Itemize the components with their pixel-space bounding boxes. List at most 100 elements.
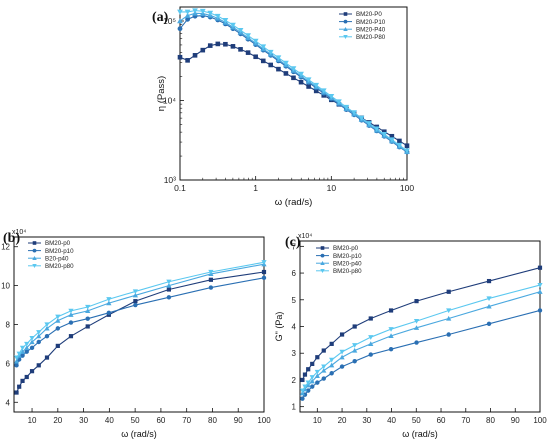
y-tick-label-c: 2 — [292, 376, 297, 385]
x-tick-label-a: 1 — [253, 183, 258, 193]
data-point — [29, 369, 35, 374]
plot-frame-a — [179, 6, 408, 181]
data-point — [305, 388, 311, 393]
panel-label-a: (a) — [152, 10, 169, 25]
series-line — [16, 263, 265, 362]
data-point — [290, 66, 297, 72]
data-point — [166, 282, 172, 288]
x-tick-label-c: 50 — [412, 416, 421, 425]
data-point — [339, 349, 345, 355]
data-point — [388, 137, 395, 143]
x-tick-label-b: 60 — [156, 416, 165, 425]
data-point — [214, 13, 221, 20]
data-point — [397, 138, 402, 144]
data-point — [85, 304, 91, 310]
chart-panel-a: 0.1 1 10 100 10³ 10⁴ 10⁵ ω (rad/s) η (Pass) (a) BM… — [152, 6, 414, 208]
data-point — [238, 47, 243, 52]
y-tick-label-c: 1 — [292, 403, 297, 412]
data-point — [20, 353, 25, 358]
data-point — [388, 347, 394, 352]
series-b-1 — [14, 275, 267, 368]
data-point — [24, 345, 30, 350]
data-point — [313, 88, 319, 94]
data-point — [166, 279, 172, 285]
data-point — [373, 126, 380, 132]
data-point — [283, 60, 289, 66]
data-point — [245, 33, 251, 39]
data-point — [283, 71, 289, 76]
data-point — [44, 355, 50, 360]
data-point — [339, 364, 345, 369]
data-point — [300, 396, 305, 401]
data-point — [446, 332, 451, 337]
x-tick-label-c: 80 — [486, 416, 495, 425]
data-point — [352, 324, 357, 329]
x-tick-label-b: 20 — [53, 416, 62, 425]
data-point — [368, 335, 374, 340]
y-tick-label-c: 4 — [292, 323, 297, 332]
data-point — [414, 340, 419, 345]
data-point — [36, 363, 41, 368]
data-point — [381, 129, 387, 135]
data-point — [85, 308, 91, 313]
legend-marker — [320, 269, 325, 274]
legend-marker — [32, 241, 37, 245]
data-point — [368, 316, 373, 321]
data-point — [268, 62, 273, 68]
data-point — [329, 341, 334, 346]
legend-marker — [32, 264, 37, 269]
data-point — [329, 371, 334, 376]
data-point — [396, 142, 403, 149]
data-point — [237, 27, 244, 34]
legend-marker — [343, 35, 348, 40]
legend-entry: BM20-p80 — [45, 263, 74, 270]
y-multiplier-b: x10⁴ — [12, 229, 26, 236]
data-point — [275, 55, 282, 61]
data-point — [300, 377, 305, 383]
data-point — [314, 369, 320, 375]
data-point — [215, 41, 221, 47]
x-tick-label-b: 10 — [28, 416, 37, 425]
data-point — [305, 77, 312, 83]
data-point — [192, 53, 198, 58]
series-line — [301, 291, 541, 394]
data-point — [14, 363, 19, 368]
x-tick-label-c: 60 — [437, 416, 446, 425]
y-multiplier-c: x10⁴ — [298, 233, 312, 240]
legend-marker — [32, 255, 37, 260]
legend-entry: BM20-p10 — [45, 248, 74, 255]
panel-label-b: (b) — [3, 231, 20, 246]
data-point — [537, 265, 543, 270]
series-line — [301, 267, 541, 381]
data-point — [486, 296, 492, 302]
data-point — [329, 362, 335, 368]
data-point — [55, 326, 61, 331]
data-point — [245, 50, 251, 55]
data-point — [321, 376, 326, 381]
data-point — [320, 88, 327, 94]
data-point — [132, 289, 139, 295]
data-point — [260, 44, 267, 50]
data-point — [486, 278, 492, 284]
data-point — [29, 336, 35, 341]
legend-marker — [343, 19, 348, 24]
data-point — [230, 22, 236, 28]
data-point — [321, 364, 327, 370]
y-tick-label-c: 5 — [292, 296, 297, 305]
data-point — [185, 16, 191, 22]
y-tick-label-a: 10³ — [164, 175, 176, 185]
y-tick-label-c: 7 — [292, 242, 297, 251]
series-c-0 — [300, 265, 543, 383]
data-point — [55, 343, 60, 348]
data-point — [29, 339, 35, 345]
data-point — [339, 354, 345, 360]
data-point — [339, 332, 345, 337]
legend-entry: BM20-p10 — [333, 253, 362, 260]
data-point — [166, 287, 171, 292]
data-point — [13, 355, 20, 361]
x-tick-label-c: 30 — [362, 416, 371, 425]
data-point — [261, 260, 267, 265]
legend-entry: BM20-p80 — [333, 268, 362, 275]
x-axis-label-a: ω (rad/s) — [275, 197, 313, 208]
